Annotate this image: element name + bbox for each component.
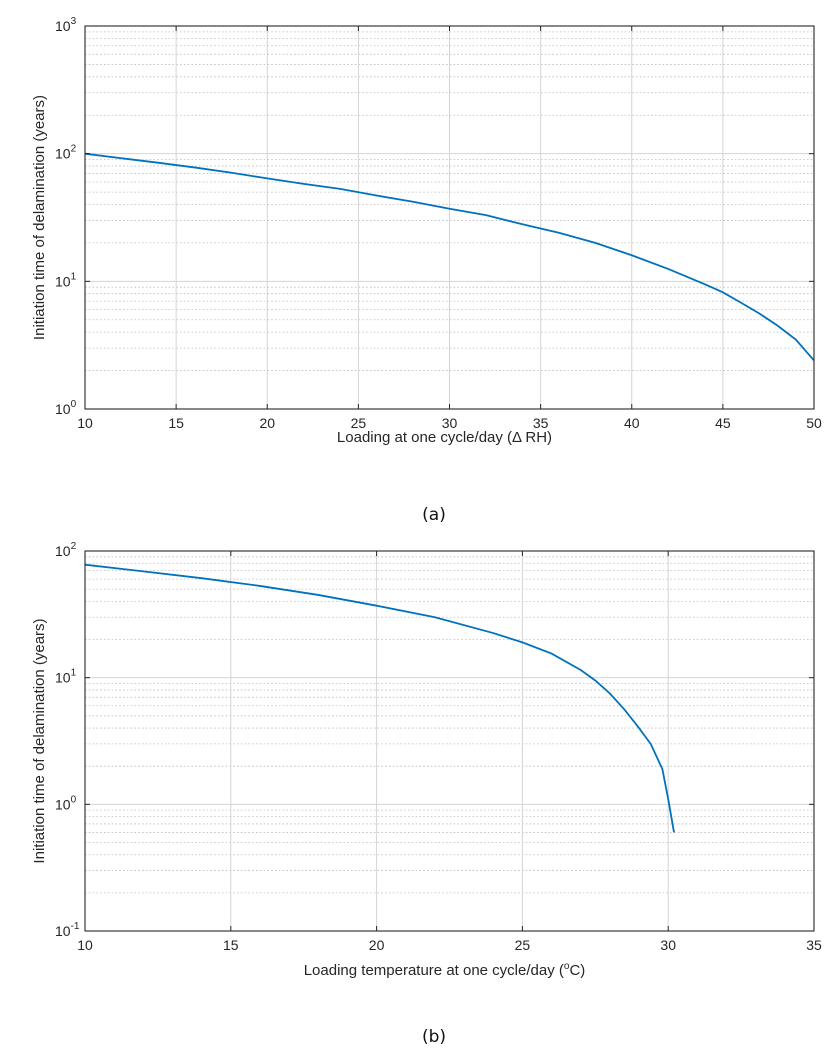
chart-a-y-tick-exponent: 1: [71, 271, 77, 282]
chart-a-x-tick-label: 45: [715, 415, 731, 431]
chart-a-x-axis-label: Loading at one cycle/day (Δ RH): [337, 429, 552, 446]
chart-a-x-tick-label: 20: [259, 415, 275, 431]
chart-a-x-tick-label: 30: [442, 415, 458, 431]
chart-a-y-tick-base: 10: [55, 273, 71, 289]
chart-a-y-tick-label: 101: [55, 271, 77, 289]
chart-a-x-tick-label: 35: [533, 415, 549, 431]
chart-b-x-tick-label: 30: [660, 937, 676, 953]
chart-b-y-tick-base: 10: [55, 670, 71, 686]
chart-b-y-tick-label: 100: [55, 794, 77, 812]
chart-a-y-tick-base: 10: [55, 401, 71, 417]
chart-a-y-axis-label: Initiation time of delamination (years): [31, 95, 48, 340]
chart-a-x-tick-label: 25: [351, 415, 367, 431]
chart-a-y-tick-base: 10: [55, 146, 71, 162]
chart-a-y-tick-base: 10: [55, 18, 71, 34]
chart-b-y-tick-label: 101: [55, 668, 77, 686]
chart-a-x-tick-label: 10: [77, 415, 93, 431]
chart-b-frame: [84, 550, 815, 932]
chart-b-x-tick-label: 25: [515, 937, 531, 953]
chart-a-series-line: [84, 152, 815, 362]
chart-b-y-tick-exponent: 2: [71, 541, 77, 552]
chart-b-x-tick-label: 15: [223, 937, 239, 953]
chart-a-y-tick-label: 102: [55, 144, 77, 162]
chart-b-x-label-superscript: o: [564, 961, 570, 972]
chart-a-x-tick-label: 50: [806, 415, 822, 431]
chart-a-y-tick-label: 100: [55, 399, 77, 417]
chart-a-grid: [84, 25, 815, 410]
chart-b-y-tick-exponent: 1: [71, 668, 77, 679]
chart-a-x-tick-label: 15: [168, 415, 184, 431]
chart-b-x-tick-label: 35: [806, 937, 822, 953]
chart-b-y-tick-base: 10: [55, 543, 71, 559]
chart-b-y-tick-label: 10-1: [55, 921, 80, 939]
chart-b-y-tick-label: 102: [55, 541, 77, 559]
chart-a-x-tick-label: 40: [624, 415, 640, 431]
chart-b-x-tick-label: 10: [77, 937, 93, 953]
chart-b-y-tick-base: 10: [55, 796, 71, 812]
chart-a-y-tick-label: 103: [55, 16, 77, 34]
chart-a-y-tick-exponent: 3: [71, 16, 77, 27]
chart-b-series-line: [84, 563, 675, 833]
chart-b-x-label-main: Loading temperature at one cycle/day (: [304, 962, 564, 979]
chart-a-y-tick-exponent: 2: [71, 144, 77, 155]
chart-b-y-tick-base: 10: [55, 923, 71, 939]
chart-b-x-label-after: C): [569, 962, 585, 979]
chart-b-x-axis-label: Loading temperature at one cycle/day (oC…: [304, 961, 586, 979]
chart-b-y-axis-label: Initiation time of delamination (years): [31, 618, 48, 863]
chart-b-x-tick-label: 20: [369, 937, 385, 953]
chart-b-grid: [84, 550, 815, 932]
chart-b-y-tick-exponent: -1: [71, 921, 80, 932]
chart-a-caption: (a): [422, 505, 446, 525]
chart-b-y-tick-exponent: 0: [71, 794, 77, 805]
chart-b-caption: (b): [422, 1027, 446, 1047]
chart-a-y-tick-exponent: 0: [71, 399, 77, 410]
